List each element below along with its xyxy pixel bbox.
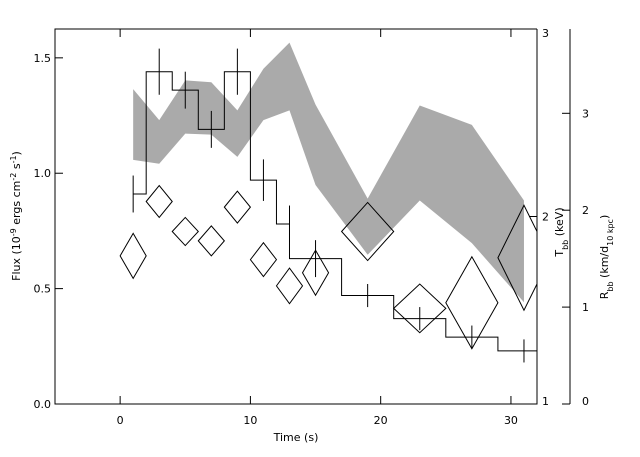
temperature-diamond xyxy=(197,225,226,257)
temperature-diamond xyxy=(392,283,447,334)
flux-step xyxy=(133,71,537,352)
y-tick-label: 1.0 xyxy=(34,167,52,180)
y-axis-label-part: s xyxy=(10,163,23,172)
y2-axis-label-part: bb xyxy=(561,240,570,250)
y-axis-label-part: -2 xyxy=(9,173,18,181)
temperature-diamond xyxy=(497,204,537,312)
plot-area xyxy=(119,42,537,363)
y3-axis-label-part: ) xyxy=(598,215,611,219)
y-tick-label: 1.5 xyxy=(34,52,52,65)
y-axis-label: Flux (10-9 ergs cm-2 s-1) xyxy=(9,151,24,281)
temperature-diamond xyxy=(249,241,278,278)
temperature-diamond xyxy=(275,267,304,305)
r-band xyxy=(133,42,524,303)
y3-axis-label-part: bb xyxy=(606,281,615,291)
y3-tick-label: 3 xyxy=(582,107,589,120)
x-tick-label: 10 xyxy=(243,414,257,427)
y-tick-label: 0.5 xyxy=(34,283,52,296)
temperature-diamond xyxy=(301,249,330,297)
temperature-diamond xyxy=(171,216,199,247)
temperature-diamond xyxy=(223,190,252,224)
y3-axis-label: Rbb (km/d10 kpc) xyxy=(598,215,615,300)
y-axis-label-part: Flux (10 xyxy=(10,236,23,281)
y3-tick-label: 2 xyxy=(582,204,589,217)
x-tick-label: 20 xyxy=(374,414,388,427)
temperature-diamond xyxy=(119,232,147,280)
y3-axis-label-part: 10 kpc xyxy=(606,219,615,246)
temperature-diamond xyxy=(145,184,173,219)
y-axis-label-part: ) xyxy=(10,151,23,155)
x-axis-label-part: Time (s) xyxy=(273,431,319,444)
y3-axis-label-part: R xyxy=(598,291,611,299)
y2-axis-label-part: (keV) xyxy=(553,207,566,239)
y-tick-label: 0.0 xyxy=(34,398,52,411)
temperature-diamond xyxy=(340,201,395,262)
y-axis-label-part: -1 xyxy=(9,155,18,163)
y-axis-label-part: -9 xyxy=(9,228,18,236)
temperature-diamond xyxy=(445,255,499,350)
y2-axis-label-part: T xyxy=(553,250,566,258)
y2-axis-label: Tbb (keV) xyxy=(553,207,570,257)
x-axis-label: Time (s) xyxy=(273,431,319,444)
x-tick-label: 0 xyxy=(117,414,124,427)
y3-tick-label: 0 xyxy=(582,395,589,408)
y3-axis-label-part: (km/d xyxy=(598,246,611,282)
y-axis-label-part: ergs cm xyxy=(10,181,23,229)
y3-tick-label: 1 xyxy=(582,301,589,314)
x-tick-label: 30 xyxy=(504,414,518,427)
y2-tick-label: 2 xyxy=(542,211,549,224)
y2-tick-label: 1 xyxy=(542,395,549,408)
y2-tick-label: 3 xyxy=(542,27,549,40)
